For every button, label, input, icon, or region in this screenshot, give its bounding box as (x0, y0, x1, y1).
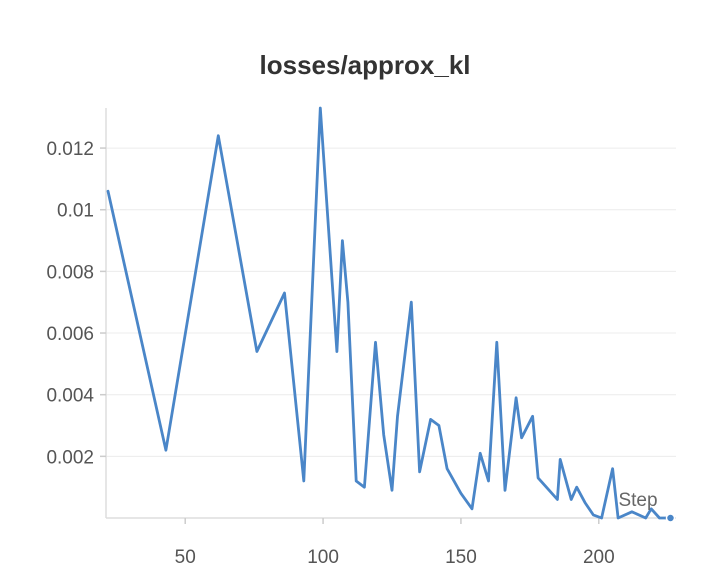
last-point-marker (665, 513, 676, 523)
x-tick-label: 100 (307, 547, 339, 568)
y-tick-label: 0.008 (46, 262, 94, 283)
x-tick-label: 50 (175, 547, 196, 568)
y-tick-label: 0.002 (46, 447, 94, 468)
series-line (106, 106, 672, 520)
series-group (106, 106, 676, 523)
axes (105, 108, 676, 519)
y-ticks: 0.002 0.004 0.006 0.008 0.01 0.012 (46, 139, 106, 468)
y-tick-label: 0.012 (46, 139, 94, 160)
y-tick-label: 0.01 (57, 201, 94, 222)
grid-lines (106, 147, 676, 457)
x-tick-label: 200 (583, 547, 615, 568)
x-tick-label: 150 (445, 547, 477, 568)
x-ticks: 50 100 150 200 (175, 518, 615, 568)
chart-title: losses/approx_kl (259, 50, 471, 80)
y-tick-label: 0.006 (46, 324, 94, 345)
x-axis-title: Step (618, 490, 657, 511)
y-tick-label: 0.004 (46, 386, 94, 407)
